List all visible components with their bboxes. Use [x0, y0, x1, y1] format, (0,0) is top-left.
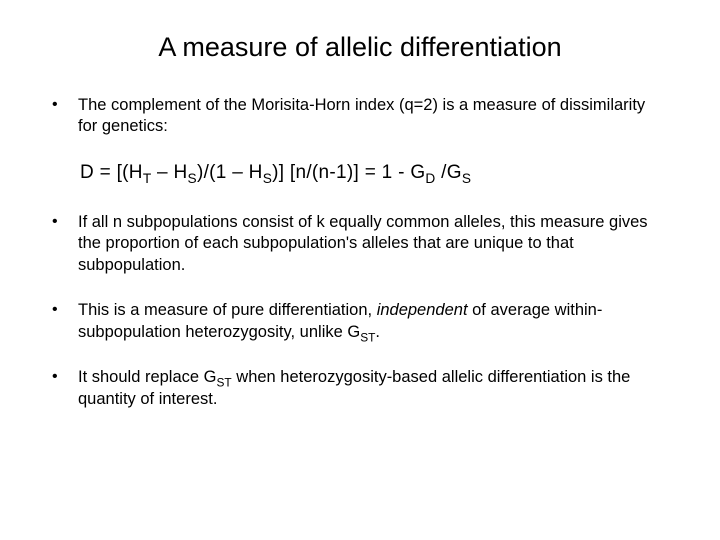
bullet-text: This is a measure of pure differentiatio…: [78, 300, 670, 343]
bullet-marker: •: [50, 95, 78, 138]
formula-sub: S: [263, 171, 272, 186]
formula-sub: S: [188, 171, 197, 186]
bullet-marker: •: [50, 367, 78, 410]
page-title: A measure of allelic differentiation: [50, 32, 670, 63]
formula-part: – H: [151, 162, 187, 183]
text-run: .: [375, 323, 380, 341]
bullet-text: The complement of the Morisita-Horn inde…: [78, 95, 670, 138]
list-item: • This is a measure of pure differentiat…: [50, 300, 670, 343]
bullet-marker: •: [50, 212, 78, 276]
bullet-text: If all n subpopulations consist of k equ…: [78, 212, 670, 276]
text-run: This is a measure of pure differentiatio…: [78, 301, 377, 319]
formula-sub: S: [462, 171, 471, 186]
italic-text: independent: [377, 301, 468, 319]
subscript: ST: [217, 375, 232, 389]
formula-part: )] [n/(n-1)] = 1 - G: [272, 162, 425, 183]
text-run: It should replace G: [78, 368, 217, 386]
list-item: • If all n subpopulations consist of k e…: [50, 212, 670, 276]
formula-part: /G: [436, 162, 462, 183]
bullet-text: It should replace GST when heterozygosit…: [78, 367, 670, 410]
bullet-marker: •: [50, 300, 78, 343]
list-item: • The complement of the Morisita-Horn in…: [50, 95, 670, 138]
list-item: • It should replace GST when heterozygos…: [50, 367, 670, 410]
formula-sub: D: [425, 171, 435, 186]
formula-part: )/(1 – H: [197, 162, 263, 183]
subscript: ST: [360, 330, 375, 344]
formula-part: D = [(H: [80, 162, 143, 183]
bullet-list: • The complement of the Morisita-Horn in…: [50, 95, 670, 410]
formula-expression: D = [(HT – HS)/(1 – HS)] [n/(n-1)] = 1 -…: [80, 162, 670, 184]
